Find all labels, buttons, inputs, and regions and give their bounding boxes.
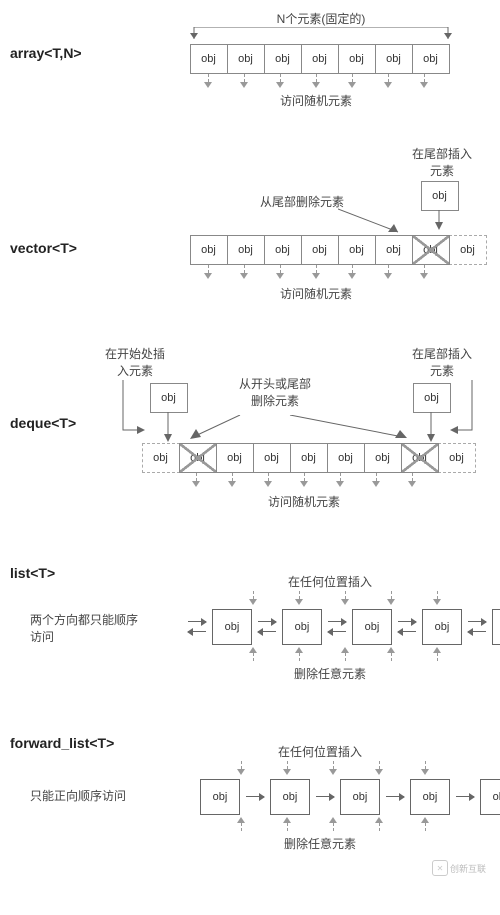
array-bottom-label: 访问随机元素 <box>190 92 442 109</box>
forward-list-access-label: 只能正向顺序访问 <box>30 787 150 804</box>
vector-type-label: vector<T> <box>10 240 77 256</box>
vector-section: vector<T> 在尾部插入元素 obj 从尾部删除元素 obj obj ob… <box>10 145 490 320</box>
watermark-text: 创新互联 <box>450 862 486 875</box>
list-insert-label: 在任何位置插入 <box>230 573 430 590</box>
deque-delete-label: 从开头或尾部删除元素 <box>235 375 315 409</box>
watermark-logo-icon: ✕ <box>432 860 448 876</box>
array-down-arrows <box>190 74 442 88</box>
list-node: obj <box>492 609 500 645</box>
list-node: obj <box>422 609 462 645</box>
forward-list-section: forward_list<T> 只能正向顺序访问 在任何位置插入 obj obj… <box>10 735 490 880</box>
list-nodes: obj obj obj obj obj <box>188 609 500 645</box>
list-node: obj <box>352 609 392 645</box>
array-type-label: array<T,N> <box>10 45 82 61</box>
vector-insert-tail-label: 在尾部插入元素 <box>412 145 472 179</box>
obj-box: obj <box>338 44 376 74</box>
list-type-label: list<T> <box>10 565 55 581</box>
deque-insert-tail-label: 在尾部插入元素 <box>412 345 472 379</box>
deque-type-label: deque<T> <box>10 415 76 431</box>
obj-box: obj <box>253 443 291 473</box>
list-node: obj <box>340 779 380 815</box>
deque-boxes: obj obj obj obj obj obj obj obj obj <box>142 443 475 472</box>
obj-box: obj <box>413 383 451 413</box>
arrow-curve-icon <box>446 380 480 440</box>
obj-box: obj <box>227 44 265 74</box>
arrow-down-icon <box>421 210 457 230</box>
obj-box: obj <box>190 235 228 265</box>
deque-head-obj: obj <box>150 383 187 442</box>
obj-box-dashed: obj <box>449 235 487 265</box>
vector-down-arrows <box>190 265 442 279</box>
obj-box: obj <box>327 443 365 473</box>
obj-box-crossed: obj <box>179 443 217 473</box>
forward-list-delete-label: 删除任意元素 <box>220 835 420 852</box>
obj-box: obj <box>227 235 265 265</box>
obj-box-dashed: obj <box>142 443 180 473</box>
array-section: array<T,N> N个元素(固定的) obj obj obj obj obj… <box>10 10 490 120</box>
list-delete-label: 删除任意元素 <box>230 665 430 682</box>
list-node: obj <box>480 779 500 815</box>
arrow-curve-icon <box>115 380 149 440</box>
obj-box: obj <box>301 44 339 74</box>
obj-box: obj <box>301 235 339 265</box>
obj-box: obj <box>364 443 402 473</box>
list-node: obj <box>282 609 322 645</box>
deque-tail-obj: obj <box>413 383 450 442</box>
obj-box: obj <box>421 181 459 211</box>
array-boxes: obj obj obj obj obj obj obj <box>190 44 449 73</box>
list-delete-arrows <box>230 647 460 661</box>
bracket-icon <box>190 27 452 43</box>
forward-list-insert-label: 在任何位置插入 <box>220 743 420 760</box>
obj-box: obj <box>338 235 376 265</box>
vector-bottom-label: 访问随机元素 <box>190 285 442 302</box>
deque-down-arrows <box>178 473 430 487</box>
forward-list-type-label: forward_list<T> <box>10 735 114 751</box>
obj-box: obj <box>412 44 450 74</box>
list-section: list<T> 两个方向都只能顺序访问 在任何位置插入 obj obj obj … <box>10 565 490 710</box>
delete-arrows-icon <box>185 415 415 443</box>
obj-box: obj <box>216 443 254 473</box>
forward-list-nodes: obj obj obj obj obj <box>200 779 500 815</box>
array-top-label: N个元素(固定的) <box>190 10 452 27</box>
arrow-down-icon <box>413 412 449 442</box>
list-node: obj <box>410 779 450 815</box>
obj-box: obj <box>190 44 228 74</box>
vector-insert-obj: obj <box>421 181 458 230</box>
deque-bottom-label: 访问随机元素 <box>178 493 430 510</box>
watermark: ✕ 创新互联 <box>432 860 486 876</box>
obj-box: obj <box>150 383 188 413</box>
arrow-down-icon <box>150 412 186 442</box>
deque-section: deque<T> 在开始处插入元素 obj 从开头或尾部删除元素 在尾部插入元素… <box>10 345 490 540</box>
obj-box: obj <box>264 235 302 265</box>
obj-box: obj <box>290 443 328 473</box>
flist-insert-arrows <box>218 761 448 775</box>
obj-box: obj <box>264 44 302 74</box>
list-insert-arrows <box>230 591 460 605</box>
vector-boxes: obj obj obj obj obj obj obj obj <box>190 235 486 264</box>
delete-arrow-icon <box>338 207 418 237</box>
obj-box: obj <box>375 235 413 265</box>
list-node: obj <box>270 779 310 815</box>
flist-delete-arrows <box>218 817 448 831</box>
list-node: obj <box>200 779 240 815</box>
obj-box: obj <box>375 44 413 74</box>
obj-box-crossed: obj <box>401 443 439 473</box>
list-access-label: 两个方向都只能顺序访问 <box>30 611 140 645</box>
obj-box-crossed: obj <box>412 235 450 265</box>
obj-box-dashed: obj <box>438 443 476 473</box>
deque-insert-head-label: 在开始处插入元素 <box>105 345 165 379</box>
vector-delete-tail-label: 从尾部删除元素 <box>260 193 344 210</box>
list-node: obj <box>212 609 252 645</box>
